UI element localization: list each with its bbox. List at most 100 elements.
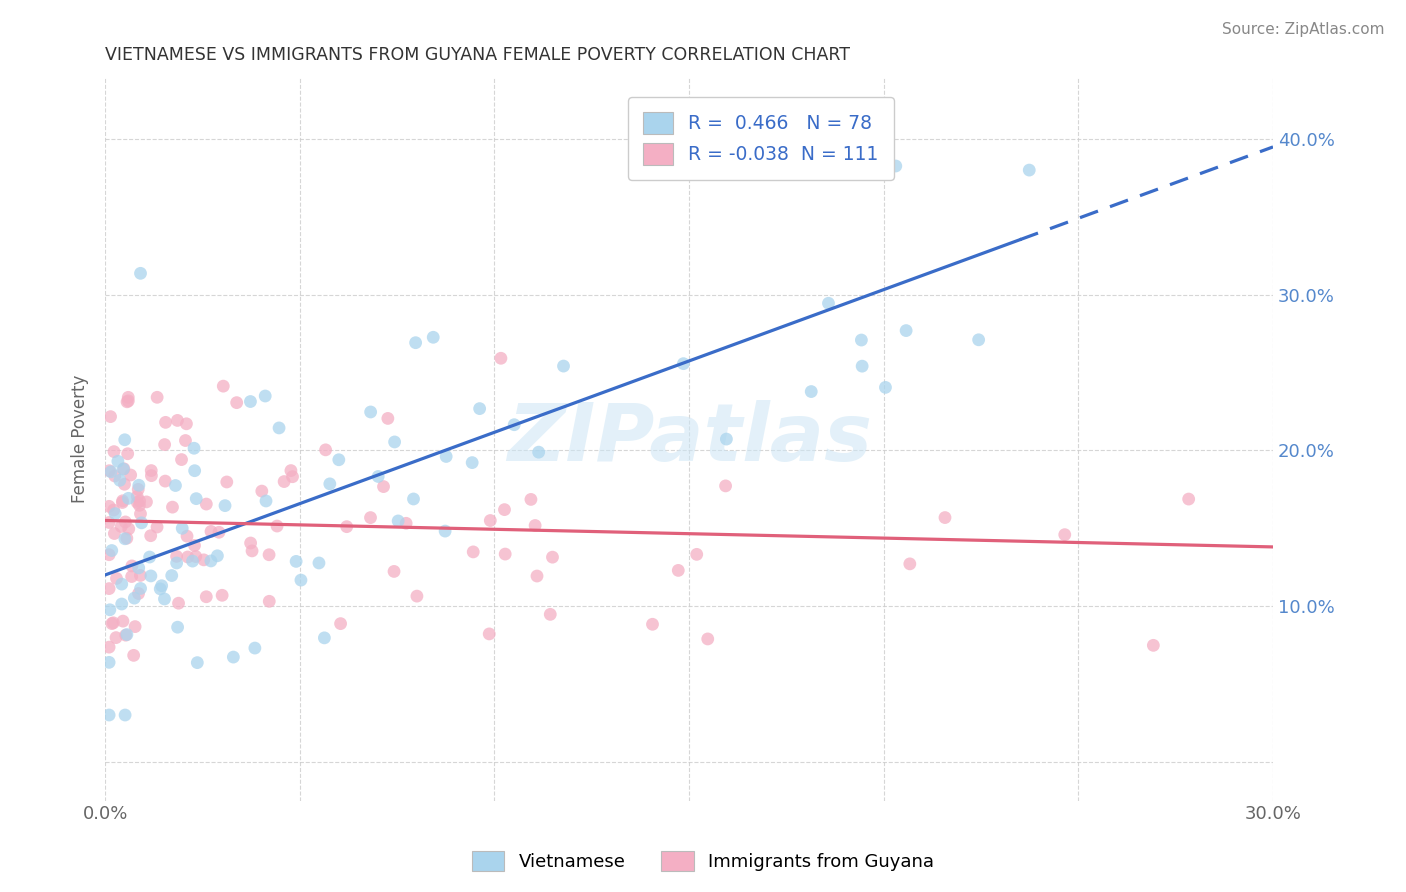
Point (111, 493, 134, 508)
Point (489, 351, 512, 366)
Point (285, 554, 308, 568)
Point (100, 409, 122, 424)
Point (100, 465, 122, 479)
Point (672, 357, 695, 371)
Point (240, 544, 263, 558)
Point (1018, 163, 1040, 178)
Point (184, 549, 207, 564)
Point (127, 483, 149, 497)
Point (195, 590, 218, 604)
Point (118, 522, 141, 536)
Point (254, 494, 277, 508)
Point (257, 548, 280, 562)
Legend: Vietnamese, Immigrants from Guyana: Vietnamese, Immigrants from Guyana (464, 844, 942, 879)
Point (479, 514, 502, 528)
Point (186, 491, 208, 506)
Point (124, 591, 146, 606)
Point (103, 526, 125, 541)
Point (541, 550, 564, 565)
Point (1177, 491, 1199, 506)
Point (328, 452, 350, 467)
Point (259, 594, 281, 608)
Point (267, 421, 290, 435)
Point (166, 413, 188, 427)
Point (329, 616, 352, 631)
Point (468, 401, 491, 416)
Point (884, 159, 907, 173)
Point (181, 554, 204, 568)
Point (146, 390, 169, 404)
Point (273, 475, 295, 489)
Point (98, 640, 121, 654)
Point (128, 494, 150, 508)
Point (696, 632, 718, 646)
Point (110, 519, 132, 533)
Point (129, 582, 152, 596)
Point (100, 543, 122, 558)
Point (165, 478, 187, 492)
Point (898, 557, 921, 571)
Point (139, 529, 162, 543)
Point (193, 553, 215, 567)
Point (111, 495, 134, 509)
Point (494, 502, 516, 516)
Point (239, 394, 262, 409)
Y-axis label: Female Poverty: Female Poverty (72, 375, 89, 503)
Point (382, 565, 405, 579)
Point (212, 379, 235, 393)
Point (208, 525, 231, 540)
Point (254, 389, 277, 403)
Point (138, 549, 160, 564)
Point (111, 614, 134, 628)
Point (141, 468, 163, 483)
Point (153, 437, 176, 451)
Point (434, 524, 457, 538)
Point (800, 384, 823, 399)
Point (166, 549, 188, 564)
Point (387, 514, 409, 528)
Point (129, 568, 152, 582)
Point (122, 648, 145, 663)
Point (553, 359, 575, 373)
Point (422, 330, 444, 344)
Point (200, 554, 222, 568)
Point (434, 450, 457, 464)
Point (817, 296, 839, 310)
Point (128, 561, 150, 575)
Point (177, 549, 200, 564)
Point (149, 582, 172, 596)
Point (934, 510, 956, 524)
Point (290, 573, 312, 587)
Point (360, 405, 382, 419)
Point (494, 547, 516, 561)
Text: Source: ZipAtlas.com: Source: ZipAtlas.com (1222, 22, 1385, 37)
Point (124, 619, 146, 633)
Point (117, 447, 139, 461)
Point (527, 445, 550, 459)
Point (111, 597, 134, 611)
Point (315, 442, 337, 457)
Point (183, 539, 205, 553)
Text: ZIPatlas: ZIPatlas (506, 400, 872, 478)
Point (104, 469, 127, 483)
Point (967, 333, 990, 347)
Point (406, 589, 429, 603)
Point (1142, 638, 1164, 652)
Point (336, 519, 359, 533)
Point (319, 476, 342, 491)
Point (266, 519, 288, 533)
Point (215, 475, 238, 489)
Point (98, 464, 121, 478)
Point (128, 478, 150, 492)
Point (166, 620, 188, 634)
Point (150, 579, 173, 593)
Point (714, 479, 737, 493)
Point (155, 474, 177, 488)
Point (114, 515, 136, 529)
Point (641, 617, 664, 632)
Point (524, 518, 547, 533)
Point (114, 433, 136, 447)
Point (131, 516, 153, 530)
Point (170, 452, 193, 467)
Point (114, 708, 136, 723)
